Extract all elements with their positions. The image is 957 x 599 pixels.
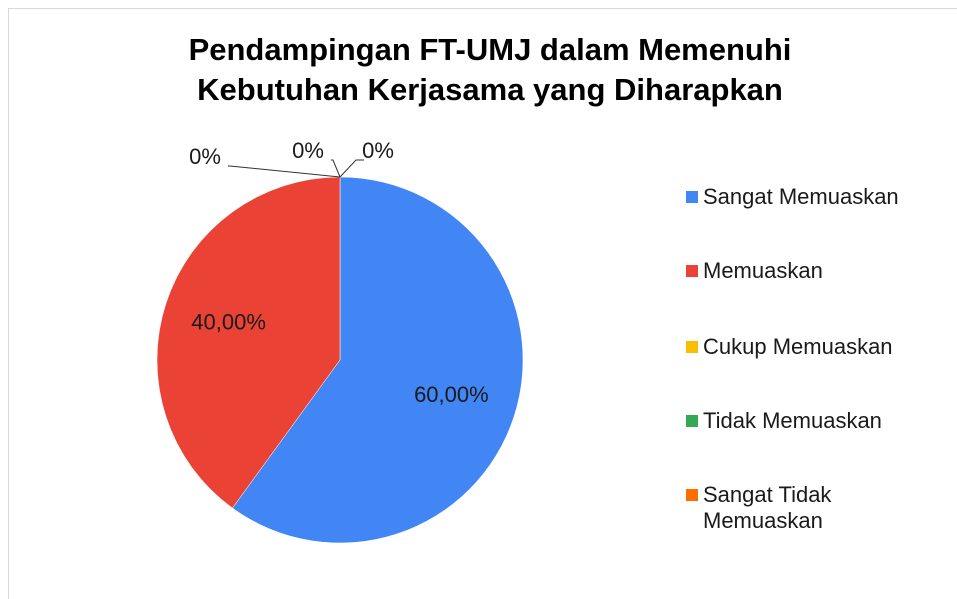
legend-label: Cukup Memuaskan — [703, 334, 893, 359]
legend-swatch — [686, 489, 698, 501]
legend-swatch — [686, 265, 698, 277]
leader-line — [228, 165, 341, 178]
legend-label: Sangat Memuaskan — [703, 184, 899, 209]
legend-item: Cukup Memuaskan — [686, 334, 946, 360]
legend-item: Tidak Memuaskan — [686, 408, 946, 434]
data-label: 0% — [362, 138, 394, 163]
legend-item: Sangat Tidak Memuaskan — [686, 482, 946, 534]
chart-title: Pendampingan FT-UMJ dalam Memenuhi Kebut… — [188, 32, 792, 107]
legend-item: Sangat Memuaskan — [686, 184, 946, 210]
pie-slice — [232, 176, 524, 544]
legend-label: Tidak Memuaskan — [703, 408, 882, 433]
legend-swatch — [686, 341, 698, 353]
legend-label: Memuaskan — [703, 258, 823, 283]
data-label: 0% — [189, 144, 221, 169]
pie-slice — [156, 176, 341, 509]
legend-swatch — [686, 415, 698, 427]
leader-line — [331, 159, 341, 178]
legend-label: Sangat Tidak Memuaskan — [703, 482, 832, 533]
data-label: 40,00% — [191, 310, 266, 335]
data-label: 60,00% — [414, 382, 489, 407]
chart-border — [8, 8, 957, 599]
leader-line — [339, 159, 364, 178]
data-label: 0% — [292, 138, 324, 163]
legend-swatch — [686, 191, 698, 203]
legend-item: Memuaskan — [686, 258, 946, 284]
